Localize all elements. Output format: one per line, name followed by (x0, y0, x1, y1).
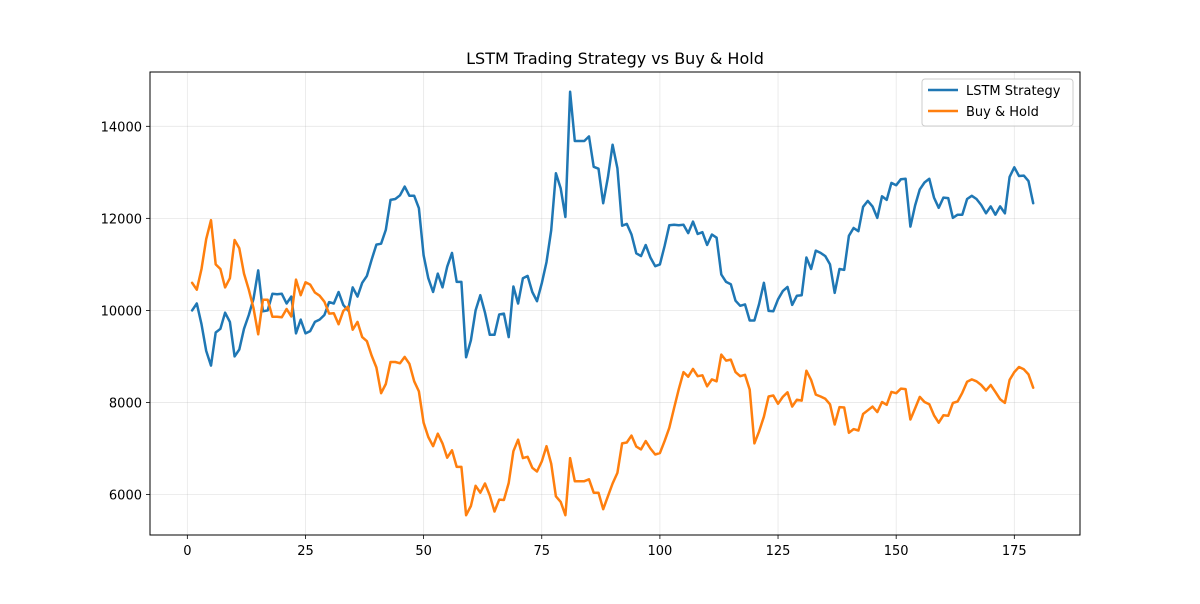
legend-label-lstm: LSTM Strategy (966, 84, 1061, 99)
x-tick-label: 150 (884, 544, 909, 559)
x-tick-label: 175 (1002, 544, 1027, 559)
x-tick-label: 125 (766, 544, 791, 559)
chart-title: LSTM Trading Strategy vs Buy & Hold (466, 49, 764, 68)
y-axis: 6000 8000 10000 12000 14000 (101, 120, 150, 503)
x-tick-label: 75 (533, 544, 550, 559)
legend-label-buyhold: Buy & Hold (966, 105, 1039, 120)
series-line-buy-and-hold (190, 218, 1035, 517)
series-lines (190, 90, 1035, 517)
y-tick-label: 14000 (101, 120, 142, 135)
plot-frame (149, 71, 1081, 536)
y-tick-label: 6000 (109, 488, 142, 503)
x-axis: 0 25 50 75 100 125 150 175 (183, 535, 1027, 559)
x-tick-label: 25 (297, 544, 314, 559)
x-tick-label: 100 (647, 544, 672, 559)
y-tick-label: 12000 (101, 212, 142, 227)
series-line-lstm-strategy (190, 90, 1035, 367)
legend: LSTM Strategy Buy & Hold (921, 78, 1074, 127)
y-tick-label: 8000 (109, 396, 142, 411)
x-tick-label: 50 (415, 544, 432, 559)
y-tick-label: 10000 (101, 304, 142, 319)
legend-box (921, 78, 1074, 127)
x-tick-label: 0 (183, 544, 191, 559)
